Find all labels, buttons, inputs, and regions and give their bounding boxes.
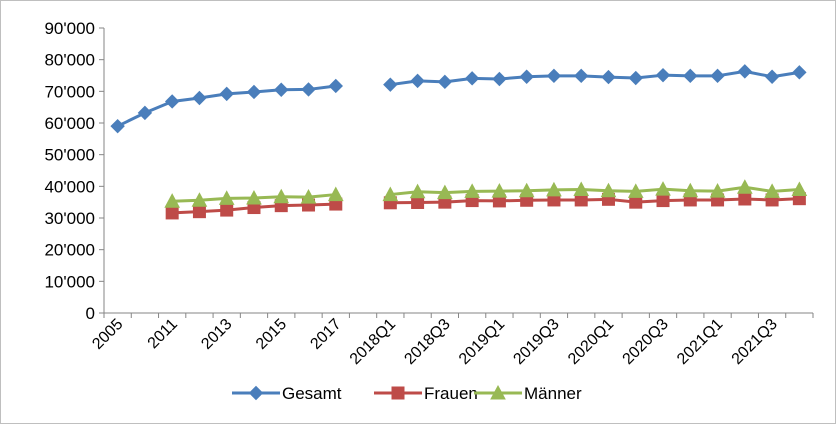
- data-point-frauen: [192, 205, 206, 219]
- series-line-gesamt: [390, 69, 800, 87]
- x-tick-label: 2020Q3: [620, 316, 672, 368]
- data-point-mnner: [764, 183, 780, 198]
- data-point-gesamt: [655, 67, 671, 83]
- data-point-mnner: [518, 182, 535, 198]
- y-tick-label: 40'000: [44, 177, 95, 196]
- data-point-mnner: [300, 189, 317, 204]
- data-point-gesamt: [601, 69, 616, 85]
- data-point-frauen: [220, 203, 234, 217]
- x-axis-ticks: 2005 2011 2013 2015 2017 2018Q1 2018Q3 2019Q1 20…: [89, 313, 814, 368]
- y-tick-label: 30'000: [44, 209, 95, 228]
- data-point-mnner: [164, 193, 181, 208]
- y-tick-label: 90'000: [44, 19, 95, 38]
- legend-label-frauen: Frauen: [424, 384, 478, 403]
- legend-marker-frauen: [391, 386, 405, 400]
- data-point-mnner: [246, 189, 262, 205]
- x-tick-label: 2013: [198, 316, 235, 353]
- legend-item-gesamt: Gesamt: [232, 384, 342, 403]
- y-tick-label: 20'000: [44, 241, 95, 260]
- data-point-gesamt: [628, 70, 643, 86]
- x-tick-label: 2011: [145, 316, 181, 352]
- data-point-gesamt: [410, 73, 425, 89]
- x-tick-label: 2018Q1: [347, 316, 399, 368]
- y-tick-label: 10'000: [44, 272, 95, 291]
- data-point-mnner: [464, 183, 480, 198]
- data-point-mnner: [736, 179, 753, 194]
- data-point-gesamt: [546, 68, 562, 84]
- data-point-mnner: [191, 192, 208, 207]
- series-layer: [110, 64, 808, 220]
- data-point-gesamt: [519, 69, 534, 84]
- data-point-mnner: [546, 181, 562, 197]
- data-point-gesamt: [792, 65, 807, 80]
- data-point-gesamt: [737, 64, 753, 79]
- data-point-mnner: [600, 182, 617, 198]
- y-tick-label: 50'000: [44, 146, 95, 165]
- data-point-mnner: [791, 181, 808, 196]
- data-point-gesamt: [110, 118, 125, 134]
- series-line-mnner: [390, 185, 800, 197]
- x-tick-label: 2017: [307, 316, 344, 353]
- y-tick-label: 80'000: [44, 51, 95, 70]
- y-tick-label: 70'000: [44, 82, 95, 101]
- legend-marker-mnner: [490, 384, 506, 400]
- data-point-gesamt: [492, 71, 507, 87]
- y-axis-ticks: 0 10'000 20'000 30'000 40'000 50'000 60'000 70'…: [44, 19, 104, 323]
- data-point-mnner: [491, 183, 508, 198]
- legend-label-mnner: Männer: [524, 384, 582, 403]
- legend-marker-gesamt: [248, 385, 264, 401]
- data-point-gesamt: [437, 74, 453, 90]
- legend-item-frauen: Frauen: [374, 384, 478, 403]
- data-point-gesamt: [192, 90, 207, 106]
- x-tick-label: 2019Q1: [456, 316, 508, 368]
- data-point-gesamt: [219, 86, 234, 102]
- data-point-gesamt: [137, 105, 153, 121]
- series-line-frauen: [390, 197, 800, 205]
- data-point-frauen: [411, 195, 425, 209]
- data-point-mnner: [218, 190, 235, 205]
- data-point-mnner: [327, 186, 344, 202]
- data-point-mnner: [709, 183, 726, 198]
- legend-label-gesamt: Gesamt: [282, 384, 342, 403]
- x-tick-label: 2019Q3: [510, 316, 562, 368]
- data-point-gesamt: [246, 84, 262, 100]
- data-point-frauen: [165, 206, 179, 220]
- data-point-frauen: [629, 195, 643, 209]
- data-point-gesamt: [683, 68, 698, 84]
- x-tick-label: 2021Q1: [674, 316, 726, 368]
- data-point-gesamt: [383, 77, 398, 92]
- y-tick-label: 0: [86, 304, 95, 323]
- data-point-mnner: [382, 186, 399, 202]
- data-point-mnner: [682, 182, 699, 198]
- data-point-mnner: [273, 188, 290, 204]
- series-gesamt: [110, 64, 807, 134]
- data-point-mnner: [409, 183, 426, 199]
- x-tick-label: 2021Q3: [729, 316, 781, 368]
- x-tick-label: 2020Q1: [565, 316, 617, 368]
- y-tick-label: 60'000: [44, 114, 95, 133]
- data-point-mnner: [655, 181, 671, 196]
- data-point-frauen: [656, 194, 670, 208]
- data-point-mnner: [437, 184, 453, 200]
- data-point-gesamt: [274, 82, 289, 97]
- data-point-gesamt: [764, 69, 780, 84]
- data-point-frauen: [738, 192, 752, 206]
- legend: Gesamt Frauen Männer: [232, 384, 582, 403]
- chart-axes: [103, 28, 813, 314]
- data-point-gesamt: [710, 68, 725, 84]
- data-point-gesamt: [164, 94, 180, 109]
- legend-item-mnner: Männer: [474, 384, 582, 403]
- x-tick-label: 2018Q3: [401, 316, 453, 368]
- data-point-mnner: [573, 181, 590, 196]
- data-point-mnner: [627, 183, 644, 198]
- data-point-gesamt: [328, 78, 343, 94]
- data-point-gesamt: [464, 71, 480, 86]
- data-point-gesamt: [574, 68, 589, 84]
- x-tick-label: 2015: [253, 316, 290, 353]
- series-mnner: [164, 179, 808, 208]
- data-point-gesamt: [301, 82, 316, 97]
